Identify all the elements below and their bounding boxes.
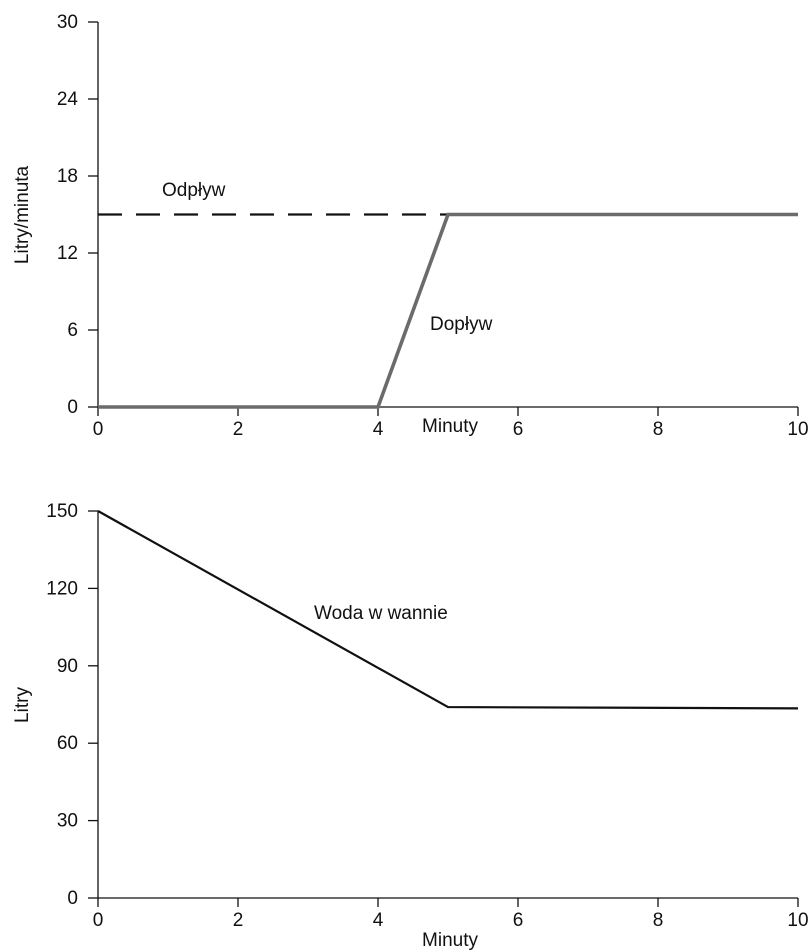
series-line [98, 212, 798, 409]
flow-chart-y-ticks: 0 6 12 18 24 30 [57, 12, 98, 418]
volume-chart-y-axis-label: Litry [12, 687, 33, 723]
x-tick-label: 6 [513, 910, 524, 931]
y-tick-label: 0 [67, 397, 78, 418]
volume-chart-x-axis-label: Minuty [422, 930, 478, 951]
y-tick-label: 30 [57, 811, 78, 832]
water-volume-chart: 0 30 60 90 120 150 0 2 4 6 8 10 Minuty Litry Woda … [12, 501, 809, 951]
flow-chart-x-ticks: 0 2 4 6 8 10 [93, 407, 809, 440]
y-tick-label: 60 [57, 733, 78, 754]
x-tick-label: 0 [93, 419, 104, 440]
y-tick-label: 12 [57, 243, 78, 264]
volume-chart-x-ticks: 0 2 4 6 8 10 [93, 898, 809, 931]
flow-chart-x-axis-label: Minuty [422, 416, 478, 437]
y-tick-label: 18 [57, 166, 78, 187]
x-tick-label: 4 [373, 419, 384, 440]
outflow-series-label: Odpływ [162, 180, 226, 201]
x-tick-label: 10 [787, 910, 808, 931]
x-tick-label: 8 [653, 910, 664, 931]
volume-chart-series [97, 510, 799, 710]
inflow-series-label: Dopływ [430, 314, 493, 335]
x-tick-label: 2 [233, 419, 244, 440]
bath-water-series-label: Woda w wannie [314, 603, 448, 624]
flow-chart-y-axis-label: Litry/minuta [12, 165, 33, 264]
y-tick-label: 24 [57, 89, 79, 110]
flow-chart-series [98, 212, 798, 409]
x-tick-label: 10 [787, 419, 808, 440]
x-tick-label: 8 [653, 419, 664, 440]
x-tick-label: 6 [513, 419, 524, 440]
x-tick-label: 2 [233, 910, 244, 931]
y-tick-label: 150 [46, 501, 78, 522]
y-tick-label: 0 [67, 888, 78, 909]
y-tick-label: 6 [67, 320, 78, 341]
x-tick-label: 0 [93, 910, 104, 931]
y-tick-label: 30 [57, 12, 78, 33]
series-line [97, 510, 799, 710]
volume-chart-y-ticks: 0 30 60 90 120 150 [46, 501, 98, 909]
y-tick-label: 120 [46, 578, 78, 599]
y-tick-label: 90 [57, 656, 78, 677]
x-tick-label: 4 [373, 910, 384, 931]
